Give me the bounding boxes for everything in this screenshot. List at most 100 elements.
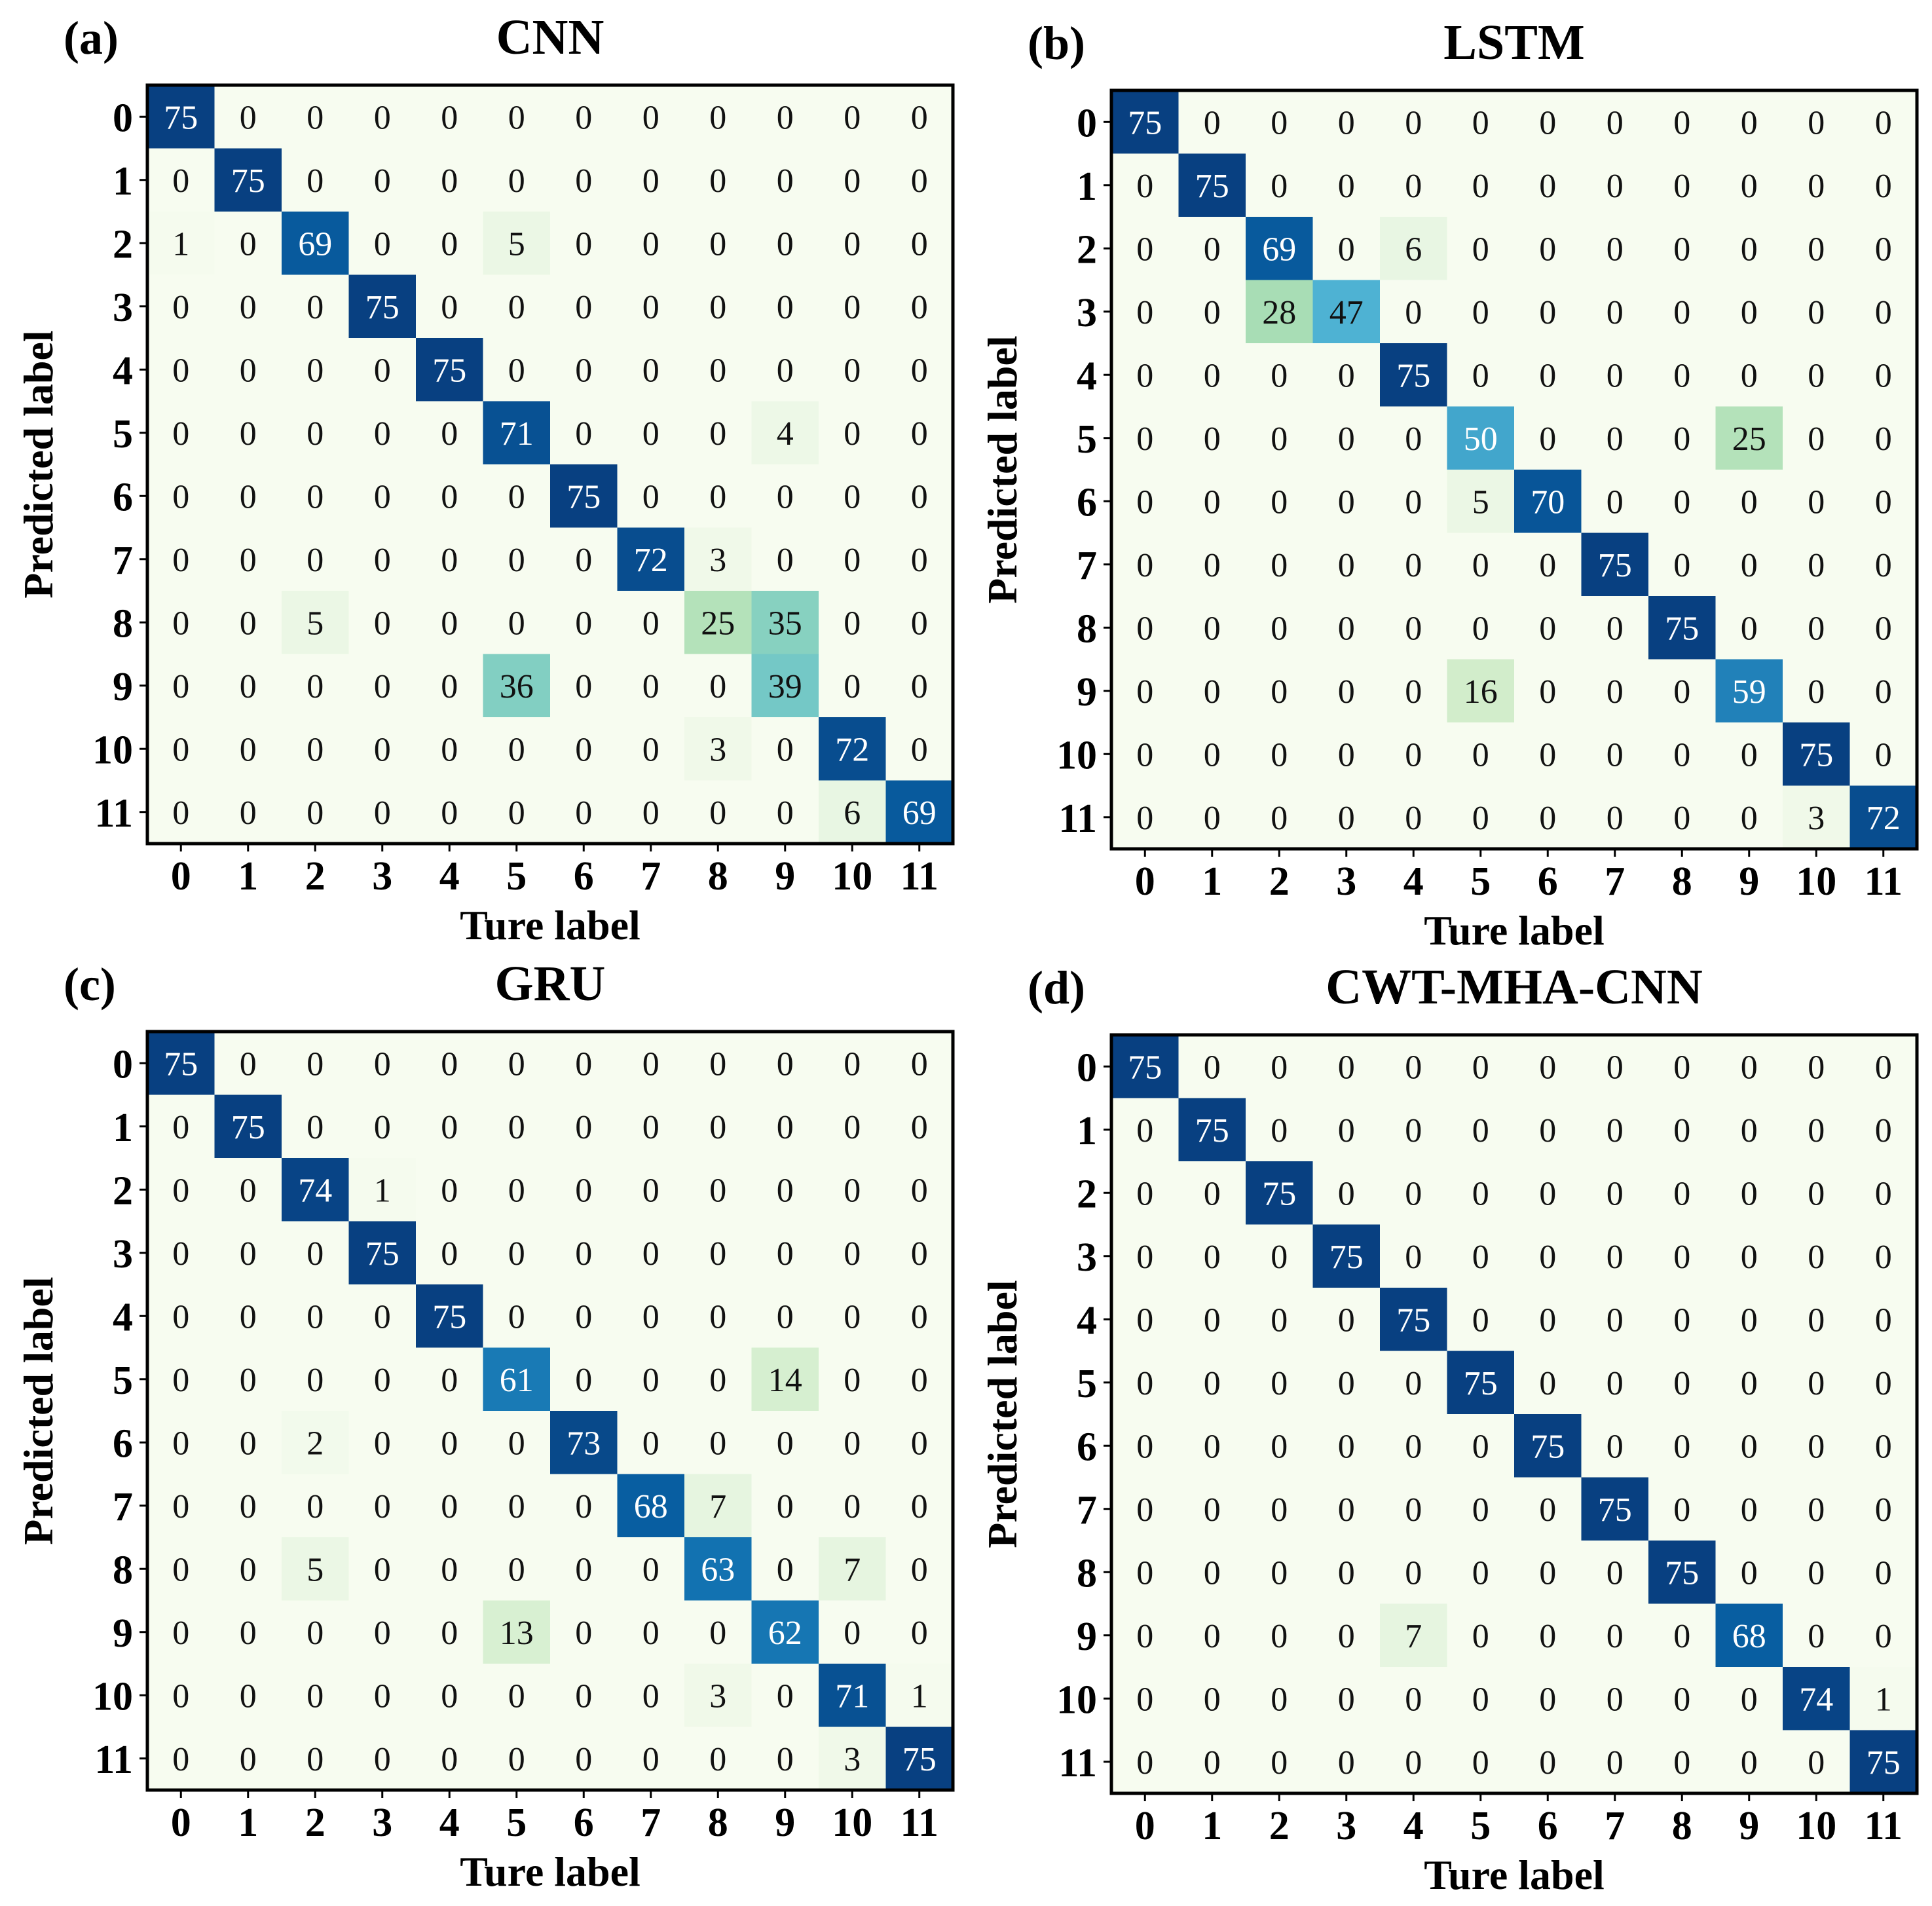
cell-value-label: 0 — [642, 1172, 659, 1209]
cell-value-label: 0 — [172, 731, 189, 768]
cell-value-label: 0 — [307, 1235, 324, 1273]
heatmap-cell — [483, 1537, 551, 1601]
heatmap-cell — [819, 780, 887, 844]
heatmap-cell — [684, 1664, 752, 1728]
cell-value-label: 0 — [1539, 420, 1556, 458]
heatmap-cell — [684, 148, 752, 212]
heatmap-cell — [1178, 1161, 1246, 1225]
cell-value-label: 0 — [1808, 294, 1825, 331]
cell-value-label: 0 — [709, 162, 726, 200]
cell-value-label: 0 — [1607, 1618, 1624, 1655]
heatmap-cell — [1380, 217, 1448, 281]
cell-value-label: 0 — [240, 794, 257, 832]
heatmap-cell — [416, 464, 484, 529]
heatmap-cell — [1581, 1351, 1649, 1415]
heatmap-cell — [1581, 90, 1649, 155]
cell-value-label: 0 — [374, 1488, 391, 1525]
cell-value-label: 0 — [172, 478, 189, 515]
heatmap-cell — [819, 1284, 887, 1349]
heatmap-cell — [1447, 1730, 1515, 1794]
cell-value-label: 0 — [1136, 1175, 1153, 1212]
cell-value-label: 0 — [172, 1551, 189, 1588]
cell-value-label: 0 — [911, 731, 928, 768]
heatmap-cell — [1447, 785, 1515, 850]
cell-value-label: 0 — [1271, 736, 1288, 774]
cell-value-label: 0 — [1875, 483, 1892, 521]
y-tick-label: 11 — [1058, 796, 1097, 841]
cell-value-label: 0 — [1539, 357, 1556, 394]
heatmap-cell — [282, 85, 350, 149]
heatmap-cell — [147, 1727, 215, 1791]
plot-frame — [1109, 1033, 1919, 1795]
heatmap-cell — [751, 401, 819, 465]
heatmap-cell — [416, 1032, 484, 1096]
heatmap-cell — [214, 717, 282, 781]
y-tick-label: 10 — [1056, 733, 1097, 777]
cell-value-label: 0 — [642, 1362, 659, 1399]
cell-value-label: 75 — [902, 1741, 937, 1778]
heatmap-cell — [147, 527, 215, 591]
y-tick-label: 3 — [113, 1232, 133, 1277]
cell-value-label: 0 — [575, 415, 592, 453]
cell-value-label: 0 — [1136, 231, 1153, 268]
heatmap-cell — [819, 1347, 887, 1411]
heatmap-cell — [483, 401, 551, 465]
cell-value-label: 0 — [777, 1551, 794, 1588]
cell-value-label: 0 — [1741, 1365, 1758, 1402]
heatmap-cell — [1178, 470, 1246, 534]
y-tick-label: 2 — [1077, 1172, 1097, 1216]
cell-value-label: 0 — [911, 1045, 928, 1083]
heatmap-cell — [550, 1284, 618, 1349]
heatmap-cell — [1312, 217, 1381, 281]
cell-value-label: 0 — [1741, 736, 1758, 774]
heatmap-cell — [1380, 1667, 1448, 1731]
cell-value-label: 0 — [777, 1298, 794, 1336]
x-tick-label: 8 — [1672, 859, 1692, 904]
heatmap-cell — [1312, 1351, 1381, 1415]
heatmap-cell — [1111, 596, 1180, 660]
heatmap-cell — [483, 780, 551, 844]
cell-value-label: 0 — [1472, 168, 1489, 205]
cell-value-label: 0 — [441, 542, 458, 579]
cell-value-label: 0 — [1338, 483, 1355, 521]
heatmap-cell — [282, 1411, 350, 1475]
x-tick-label: 9 — [1739, 1804, 1759, 1848]
heatmap-cell — [1514, 1351, 1582, 1415]
cell-value-label: 0 — [172, 1235, 189, 1273]
cell-value-label: 0 — [1741, 1491, 1758, 1529]
heatmap-cell — [1111, 659, 1180, 723]
x-tick-label: 5 — [506, 1801, 527, 1845]
cell-value-label: 0 — [1673, 1239, 1690, 1276]
cell-value-label: 3 — [709, 542, 726, 579]
cell-value-label: 0 — [374, 605, 391, 642]
cell-value-label: 14 — [768, 1362, 802, 1399]
heatmap-cell — [1783, 1603, 1851, 1668]
y-tick-label: 5 — [113, 412, 133, 457]
cell-value-label: 0 — [1539, 1239, 1556, 1276]
heatmap-cell — [684, 1537, 752, 1601]
heatmap-cell — [1715, 406, 1783, 470]
x-tick-label: 0 — [1135, 859, 1155, 904]
heatmap-cell — [147, 212, 215, 276]
cell-value-label: 0 — [1472, 294, 1489, 331]
heatmap-cell — [550, 1094, 618, 1159]
heatmap-cell — [214, 338, 282, 402]
cell-value-label: 0 — [1673, 168, 1690, 205]
cell-value-label: 0 — [172, 542, 189, 579]
heatmap-cell — [1715, 343, 1783, 407]
cell-value-label: 0 — [1875, 1175, 1892, 1212]
y-axis-label: Predicted label — [15, 1277, 62, 1544]
cell-value-label: 0 — [307, 1741, 324, 1778]
cell-value-label: 0 — [441, 1677, 458, 1715]
heatmap-cell — [282, 338, 350, 402]
cell-value-label: 0 — [1607, 357, 1624, 394]
heatmap-cell — [1581, 280, 1649, 344]
cell-value-label: 0 — [1271, 1239, 1288, 1276]
heatmap-cell — [617, 1664, 685, 1728]
y-tick-label: 3 — [1077, 1235, 1097, 1280]
cell-value-label: 0 — [172, 1425, 189, 1462]
cell-value-label: 0 — [575, 1109, 592, 1146]
cell-value-label: 0 — [1136, 1301, 1153, 1339]
x-tick-label: 4 — [1403, 859, 1424, 904]
heatmap-cell — [684, 1347, 752, 1411]
